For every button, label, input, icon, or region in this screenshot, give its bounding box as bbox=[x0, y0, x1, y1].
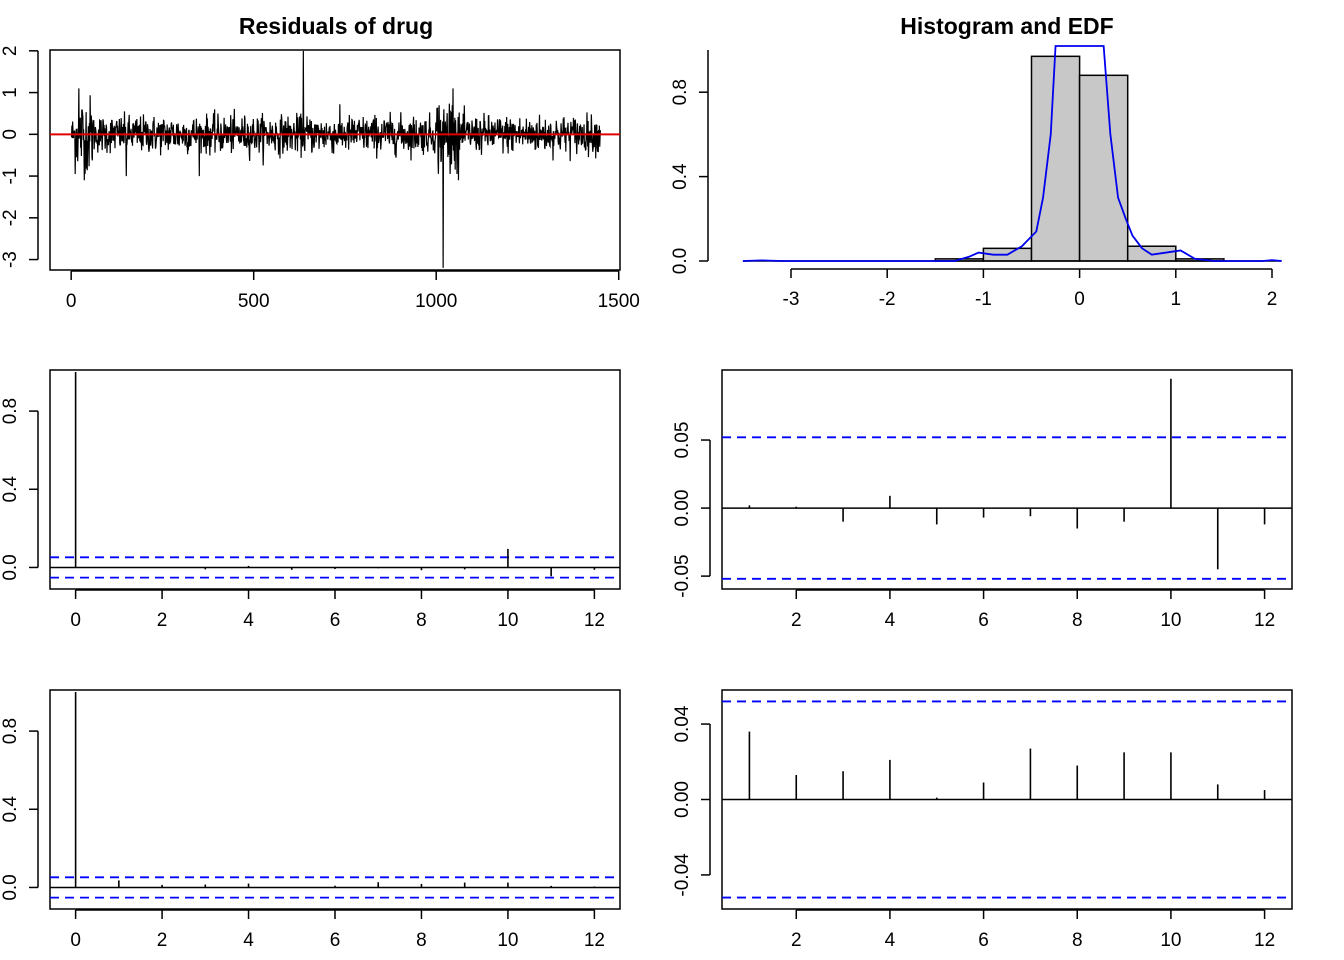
residuals-y-tick-label: -1 bbox=[0, 168, 21, 185]
acf-residuals-panel: 0 2 4 6 8 10 12 0.0 0.4 0.8 bbox=[0, 369, 621, 631]
residuals-x-tick-label: 500 bbox=[238, 291, 270, 312]
histogram-x-tick-label: -2 bbox=[879, 289, 896, 310]
pacf-squared-x-tick-label: 4 bbox=[885, 930, 896, 951]
acf-residuals-x-tick-label: 10 bbox=[497, 610, 518, 631]
pacf-residuals-y-tick-label: 0.05 bbox=[672, 422, 693, 459]
acf-residuals-x-tick-label: 8 bbox=[416, 610, 427, 631]
acf-squared-y-tick-label: 0.0 bbox=[0, 874, 21, 900]
pacf-residuals-x-tick-label: 6 bbox=[978, 610, 989, 631]
pacf-residuals-x-tick-label: 12 bbox=[1254, 610, 1275, 631]
acf-squared-plot-frame bbox=[49, 689, 621, 910]
histogram-bar bbox=[1078, 74, 1129, 262]
acf-squared-y-tick-label: 0.4 bbox=[0, 796, 21, 823]
histogram-x-tick-label: 2 bbox=[1267, 289, 1278, 310]
histogram-y-tick-label: 0.4 bbox=[670, 163, 691, 190]
acf-residuals-y-tick-label: 0.8 bbox=[0, 398, 21, 424]
pacf-squared-residuals-panel: 2 4 6 8 10 12 -0.04 0.00 0.04 bbox=[672, 689, 1293, 951]
histogram-panel: Histogram and EDF -3 -2 -1 0 1 2 0.0 0.4 0.8 bbox=[670, 13, 1282, 310]
pacf-residuals-x-tick-label: 8 bbox=[1072, 610, 1083, 631]
residuals-y-tick-label: 1 bbox=[0, 87, 21, 98]
acf-residuals-x-tick-label: 0 bbox=[70, 610, 81, 631]
histogram-x-tick-label: 1 bbox=[1171, 289, 1182, 310]
pacf-residuals-x-tick-label: 4 bbox=[885, 610, 896, 631]
pacf-residuals-plot-frame bbox=[721, 369, 1293, 590]
acf-squared-x-tick-label: 10 bbox=[497, 930, 518, 951]
pacf-squared-y-tick-label: 0.04 bbox=[672, 705, 693, 742]
residuals-x-tick-label: 1500 bbox=[598, 291, 640, 312]
acf-residuals-y-tick-label: 0.0 bbox=[0, 554, 21, 580]
acf-residuals-plot-frame bbox=[49, 369, 621, 590]
pacf-squared-x-tick-label: 2 bbox=[791, 930, 802, 951]
histogram-x-tick-label: 0 bbox=[1074, 289, 1085, 310]
acf-residuals-x-tick-label: 12 bbox=[584, 610, 605, 631]
residuals-y-tick-label: -3 bbox=[0, 251, 21, 268]
pacf-residuals-x-tick-label: 2 bbox=[791, 610, 802, 631]
pacf-squared-x-tick-label: 12 bbox=[1254, 930, 1275, 951]
residuals-plot-frame bbox=[49, 49, 621, 271]
acf-residuals-x-tick-label: 6 bbox=[330, 610, 341, 631]
histogram-y-tick-label: 0.8 bbox=[670, 79, 691, 105]
acf-squared-residuals-panel: 0 2 4 6 8 10 12 0.0 0.4 0.8 bbox=[0, 689, 621, 951]
histogram-x-tick-label: -3 bbox=[783, 289, 800, 310]
pacf-squared-x-tick-label: 10 bbox=[1160, 930, 1181, 951]
residuals-y-tick-label: -2 bbox=[0, 209, 21, 226]
histogram-y-tick-label: 0.0 bbox=[670, 248, 691, 274]
acf-squared-x-tick-label: 0 bbox=[70, 930, 81, 951]
acf-squared-x-tick-label: 2 bbox=[157, 930, 168, 951]
acf-residuals-x-tick-label: 4 bbox=[243, 610, 254, 631]
residuals-y-tick-label: 2 bbox=[0, 46, 21, 57]
acf-squared-x-tick-label: 8 bbox=[416, 930, 427, 951]
pacf-squared-y-tick-label: 0.00 bbox=[672, 781, 693, 818]
pacf-squared-x-tick-label: 6 bbox=[978, 930, 989, 951]
pacf-residuals-x-tick-label: 10 bbox=[1160, 610, 1181, 631]
density-curve bbox=[742, 45, 1282, 262]
residuals-x-tick-label: 1000 bbox=[415, 291, 457, 312]
acf-residuals-x-tick-label: 2 bbox=[157, 610, 168, 631]
residuals-y-tick-label: 0 bbox=[0, 129, 21, 140]
acf-squared-y-tick-label: 0.8 bbox=[0, 718, 21, 744]
pacf-squared-y-tick-label: -0.04 bbox=[672, 853, 693, 897]
acf-squared-x-tick-label: 12 bbox=[584, 930, 605, 951]
acf-residuals-y-tick-label: 0.4 bbox=[0, 476, 21, 503]
residual-series-line bbox=[70, 50, 602, 268]
residuals-title: Residuals of drug bbox=[239, 13, 433, 39]
pacf-squared-x-tick-label: 8 bbox=[1072, 930, 1083, 951]
histogram-title: Histogram and EDF bbox=[900, 13, 1113, 39]
pacf-residuals-y-tick-label: 0.00 bbox=[672, 490, 693, 527]
histogram-x-tick-label: -1 bbox=[975, 289, 992, 310]
acf-squared-x-tick-label: 6 bbox=[330, 930, 341, 951]
pacf-residuals-panel: 2 4 6 8 10 12 -0.05 0.00 0.05 bbox=[672, 369, 1293, 631]
pacf-residuals-y-tick-label: -0.05 bbox=[672, 554, 693, 597]
histogram-bar bbox=[1030, 55, 1081, 262]
residuals-panel: Residuals of drug 0 500 1000 1500 -3 -2 -1 0 1 2 bbox=[0, 13, 640, 312]
acf-squared-x-tick-label: 4 bbox=[243, 930, 254, 951]
residuals-x-tick-label: 0 bbox=[66, 291, 77, 312]
